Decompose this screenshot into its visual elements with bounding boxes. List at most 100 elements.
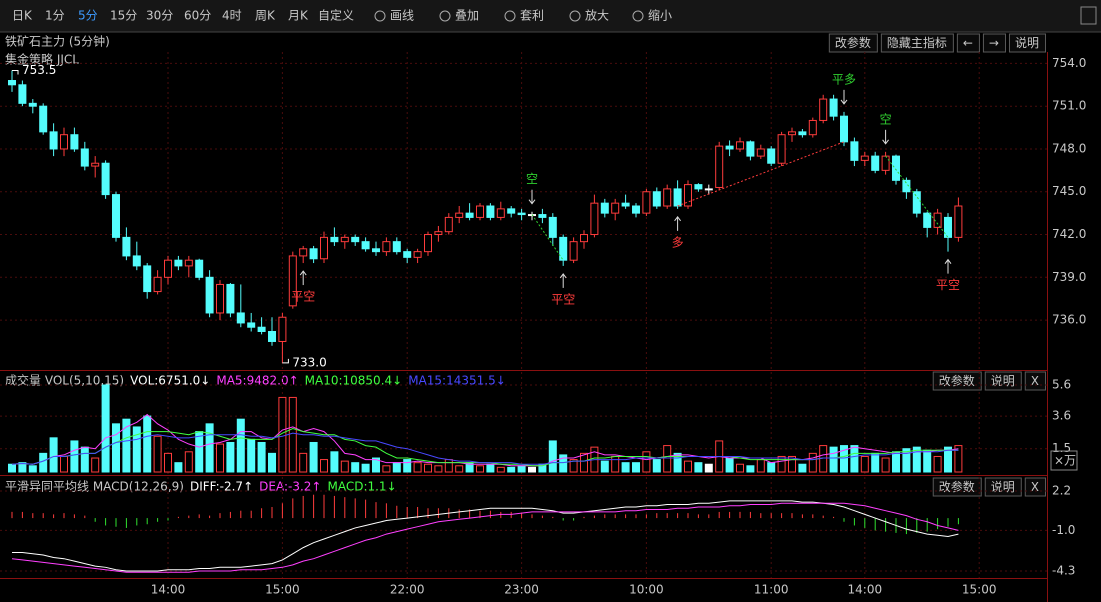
candle-body bbox=[871, 155, 880, 171]
toolbar-item[interactable]: 60分 bbox=[184, 9, 211, 23]
toolbar-item[interactable]: 日K bbox=[12, 9, 33, 23]
signal-label: 空 bbox=[880, 112, 892, 126]
toolbar-icon bbox=[569, 10, 581, 22]
button-label[interactable]: 改参数 bbox=[835, 35, 871, 50]
indicator-header: MA10:10850.4↓ bbox=[305, 374, 403, 388]
toolbar-item[interactable]: 叠加 bbox=[455, 9, 479, 23]
signal-arrow-head bbox=[944, 258, 952, 264]
candle-body bbox=[600, 202, 609, 214]
button[interactable]: X bbox=[1024, 371, 1046, 391]
volume-bar bbox=[372, 457, 380, 473]
signal-label: 平空 bbox=[936, 278, 960, 292]
volume-bar bbox=[413, 462, 422, 473]
y-tick-label: -4.3 bbox=[1052, 564, 1075, 578]
volume-bar bbox=[455, 465, 464, 473]
button[interactable]: → bbox=[982, 33, 1006, 53]
button-label[interactable]: X bbox=[1031, 480, 1039, 494]
signal-arrow-head bbox=[674, 216, 681, 222]
candle-body bbox=[382, 241, 391, 253]
toolbar-item[interactable]: 自定义 bbox=[318, 8, 354, 23]
toolbar-item[interactable]: 缩小 bbox=[648, 8, 672, 23]
button[interactable]: 改参数 bbox=[932, 371, 982, 391]
volume-bar bbox=[70, 440, 79, 473]
toolbar-item[interactable]: 1分 bbox=[45, 9, 65, 23]
volume-bar bbox=[434, 465, 443, 473]
volume-bar bbox=[330, 451, 339, 473]
button[interactable]: 改参数 bbox=[932, 477, 982, 497]
volume-bar bbox=[767, 462, 776, 473]
toolbar-item[interactable]: 画线 bbox=[390, 9, 414, 23]
button[interactable]: 隐藏主指标 bbox=[880, 33, 954, 53]
candle-body bbox=[476, 205, 484, 218]
volume-bar bbox=[153, 435, 162, 473]
volume-bar bbox=[954, 445, 963, 473]
volume-bar bbox=[829, 446, 838, 473]
volume-bar bbox=[559, 454, 568, 473]
button-label[interactable]: ← bbox=[963, 36, 973, 50]
signal-arrow-head bbox=[299, 270, 307, 276]
button[interactable]: 说明 bbox=[1008, 33, 1046, 53]
candle-body bbox=[902, 179, 911, 193]
toolbar-item[interactable]: 5分 bbox=[78, 9, 98, 23]
button-label[interactable]: 说明 bbox=[991, 373, 1015, 388]
volume-bar bbox=[777, 455, 786, 473]
volume-bar bbox=[600, 460, 609, 473]
toolbar-item[interactable]: 30分 bbox=[146, 9, 173, 23]
button[interactable]: ← bbox=[956, 33, 980, 53]
toolbar-item[interactable]: 放大 bbox=[585, 8, 609, 23]
volume-bar bbox=[351, 462, 360, 473]
volume-bar bbox=[486, 463, 495, 473]
volume-bar bbox=[507, 466, 516, 473]
toolbar-item[interactable]: 15分 bbox=[110, 9, 137, 23]
button-label[interactable]: 改参数 bbox=[939, 373, 975, 388]
volume-bar bbox=[444, 459, 453, 473]
volume-bar bbox=[860, 455, 869, 473]
toolbar-item[interactable]: 套利 bbox=[520, 9, 544, 23]
toolbar-icon bbox=[504, 10, 516, 22]
button-bg bbox=[828, 33, 878, 53]
candle-body bbox=[444, 216, 453, 233]
button[interactable]: 说明 bbox=[984, 477, 1022, 497]
volume-bar bbox=[288, 396, 297, 473]
candle-body bbox=[652, 191, 661, 207]
button-label[interactable]: 说明 bbox=[991, 479, 1015, 494]
volume-bar bbox=[632, 462, 640, 473]
button-label[interactable]: 说明 bbox=[1015, 35, 1039, 50]
candle-body bbox=[268, 330, 276, 342]
candle-body bbox=[829, 98, 838, 117]
volume-bar bbox=[392, 462, 401, 473]
volume-bar bbox=[673, 452, 682, 473]
candle-body bbox=[8, 80, 16, 86]
indicator-header: VOL:6751.0↓ bbox=[130, 374, 210, 388]
button[interactable]: X bbox=[1024, 477, 1046, 497]
button[interactable]: 改参数 bbox=[828, 33, 878, 53]
volume-bar bbox=[49, 437, 58, 473]
extreme-label: 733.0 bbox=[292, 355, 326, 369]
toolbar-item[interactable]: 4时 bbox=[222, 9, 242, 23]
button[interactable]: 说明 bbox=[984, 371, 1022, 391]
toolbar-item[interactable]: 周K bbox=[255, 9, 276, 23]
macd-line bbox=[12, 500, 959, 572]
candle-body bbox=[548, 216, 557, 238]
button-label[interactable]: → bbox=[989, 36, 999, 50]
candle-body bbox=[819, 98, 828, 121]
toolbar-item[interactable]: 月K bbox=[288, 9, 309, 23]
volume-bar bbox=[496, 466, 505, 473]
y-tick-label: 745.0 bbox=[1052, 184, 1086, 198]
button-label[interactable]: 改参数 bbox=[939, 479, 975, 494]
candle-body bbox=[881, 155, 890, 171]
candle-body bbox=[28, 102, 37, 107]
signal-label: 平多 bbox=[832, 72, 856, 86]
button-label[interactable]: X bbox=[1031, 374, 1039, 388]
candle-body bbox=[403, 251, 412, 258]
button-label[interactable]: 隐藏主指标 bbox=[887, 35, 947, 50]
candle-body bbox=[590, 202, 599, 236]
window-button[interactable] bbox=[1080, 6, 1097, 25]
candle-body bbox=[788, 131, 796, 136]
x-tick-label: 14:00 bbox=[848, 583, 883, 597]
volume-bar bbox=[746, 465, 755, 473]
candle-body bbox=[736, 141, 744, 150]
indicator-header: 成交量 VOL(5,10,15) bbox=[5, 373, 124, 388]
y-tick-label: 739.0 bbox=[1052, 270, 1086, 284]
